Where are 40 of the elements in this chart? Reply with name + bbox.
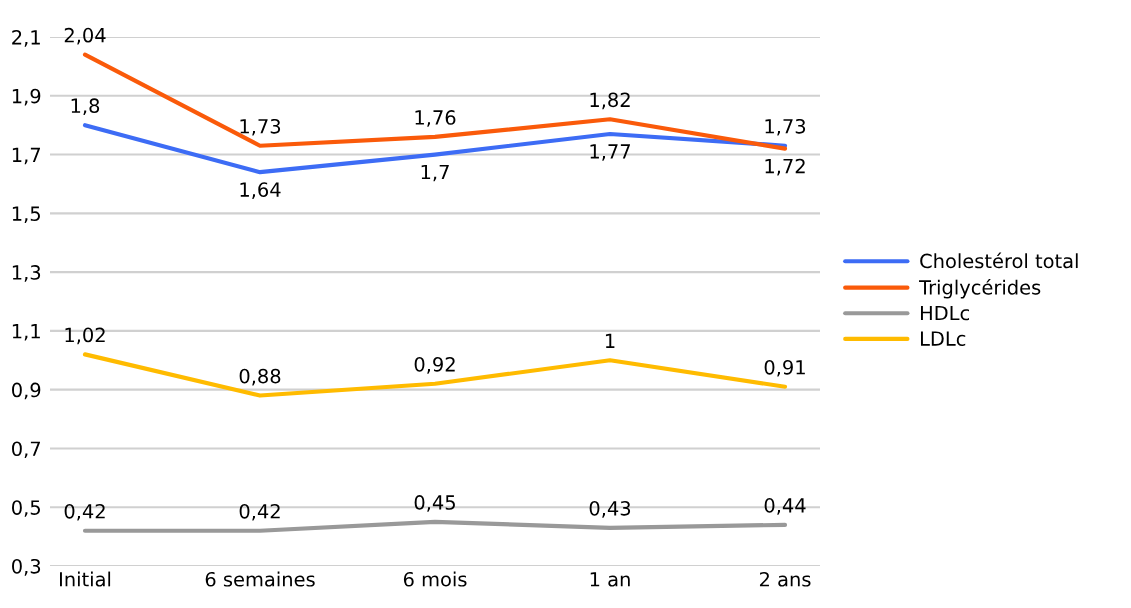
data-label: 1,7 <box>421 164 449 182</box>
legend-label: Cholestérol total <box>920 252 1078 269</box>
data-label: 0,42 <box>64 503 105 521</box>
line-series <box>82 519 788 533</box>
data-label: 1 <box>605 333 615 348</box>
data-label: 1,76 <box>415 110 456 127</box>
data-label: 1,8 <box>71 98 100 116</box>
data-label: 1,73 <box>240 118 281 136</box>
y-tick-label: 0,9 <box>12 382 41 400</box>
y-tick-label: 1,5 <box>12 206 40 223</box>
data-label: 1,82 <box>590 92 630 110</box>
data-label: 0,43 <box>589 500 631 518</box>
x-tick-label: 2 ans <box>759 571 811 587</box>
y-tick-label: 1,9 <box>12 88 41 106</box>
data-label: 1,64 <box>240 182 281 199</box>
y-tick-label: 2,1 <box>12 29 40 47</box>
y-tick-label: 0,3 <box>12 558 41 576</box>
data-label: 2,04 <box>64 27 106 45</box>
x-tick-label: 6 mois <box>403 571 467 587</box>
x-tick-label: Initial <box>60 571 111 587</box>
data-label: 1,72 <box>765 158 805 176</box>
x-tick-label: 6 semaines <box>205 571 315 587</box>
data-label: 0,42 <box>239 503 280 521</box>
data-label: 0,92 <box>414 356 455 374</box>
y-tick-label: 1,1 <box>12 324 40 341</box>
y-tick-label: 0,7 <box>12 441 41 459</box>
data-label: 0,91 <box>764 359 805 377</box>
y-tick-label: 1,7 <box>12 147 41 165</box>
y-tick-label: 0,5 <box>12 500 40 517</box>
legend-label: Triglycérides <box>919 278 1041 299</box>
data-label: 1,02 <box>65 327 105 345</box>
legend-label: LDLc <box>921 331 966 346</box>
data-label: 0,88 <box>239 368 281 386</box>
y-tick-label: 1,3 <box>12 265 41 282</box>
data-label: 1,73 <box>765 118 806 136</box>
legend-label: HDLc <box>921 305 969 321</box>
x-tick-label: 1 an <box>590 572 630 587</box>
data-label: 0,44 <box>764 498 806 515</box>
data-label: 1,77 <box>590 144 630 161</box>
data-label: 0,45 <box>414 495 455 512</box>
